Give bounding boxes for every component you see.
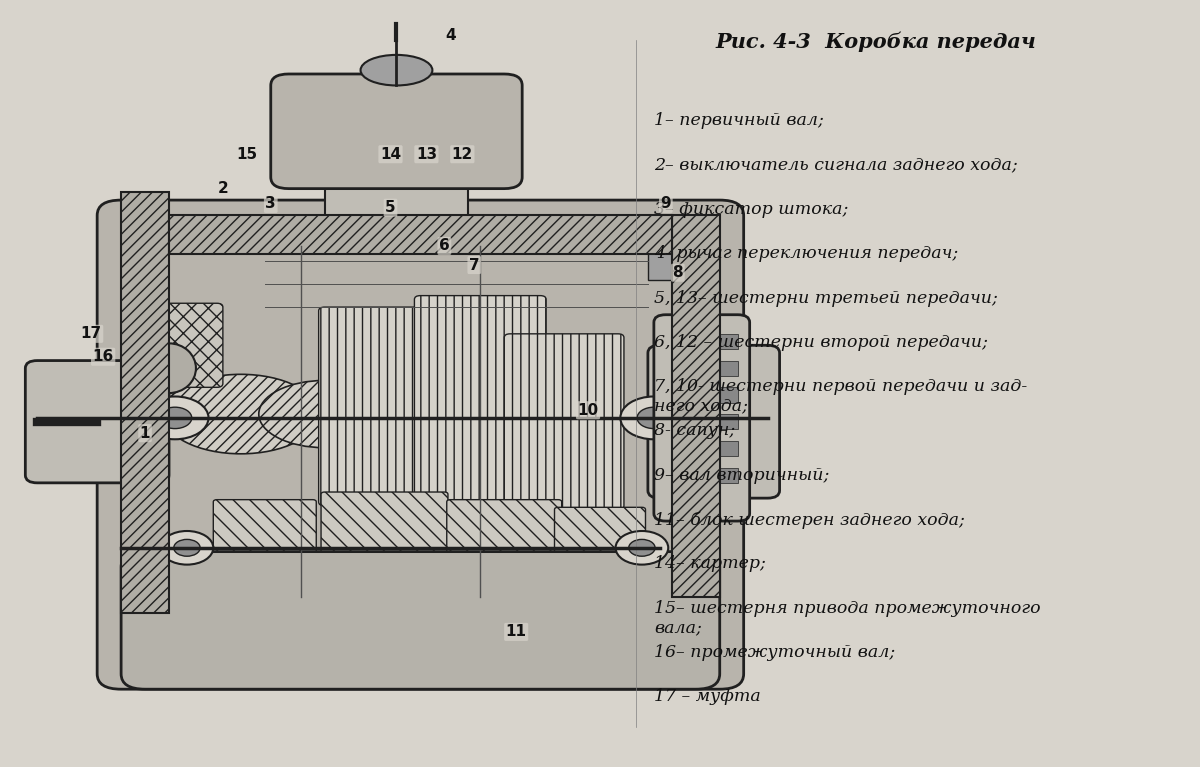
FancyBboxPatch shape [127,303,223,387]
Text: 16– промежуточный вал;: 16– промежуточный вал; [654,644,895,661]
Text: 7: 7 [469,258,480,272]
Bar [720,468,738,483]
Circle shape [142,397,209,439]
Text: 12: 12 [451,146,473,162]
Text: 2– выключатель сигнала заднего хода;: 2– выключатель сигнала заднего хода; [654,156,1018,173]
Circle shape [161,531,214,565]
Text: 14: 14 [380,146,401,162]
FancyBboxPatch shape [504,334,624,509]
Ellipse shape [163,374,319,454]
FancyBboxPatch shape [121,193,169,613]
Text: 13: 13 [416,146,437,162]
FancyBboxPatch shape [271,74,522,189]
Bar [720,387,738,403]
FancyBboxPatch shape [169,216,672,254]
Text: 11: 11 [505,624,527,640]
Text: 4- рычаг переключения передач;: 4- рычаг переключения передач; [654,245,958,262]
Text: 11– блок шестерен заднего хода;: 11– блок шестерен заднего хода; [654,511,965,528]
Circle shape [174,539,200,556]
FancyBboxPatch shape [319,307,474,505]
FancyBboxPatch shape [214,499,317,596]
Text: 8: 8 [672,265,683,280]
Bar [720,360,738,376]
FancyBboxPatch shape [25,360,169,483]
Ellipse shape [360,55,432,85]
Ellipse shape [259,380,390,448]
FancyBboxPatch shape [554,507,646,588]
Text: 8- сапун;: 8- сапун; [654,423,736,439]
Text: 16: 16 [92,349,114,364]
FancyBboxPatch shape [97,200,744,690]
Text: 6: 6 [439,239,450,253]
Bar [648,250,678,280]
Text: 3– фиксатор штока;: 3– фиксатор штока; [654,201,848,218]
Text: 17 – муфта: 17 – муфта [654,689,761,706]
Circle shape [620,397,688,439]
Text: 14– картер;: 14– картер; [654,555,766,572]
Text: 15: 15 [236,146,257,162]
Text: 17: 17 [80,326,102,341]
Bar [325,170,468,231]
Text: 9: 9 [660,196,671,212]
Text: 2: 2 [217,181,228,196]
Text: 15– шестерня привода промежуточного
вала;: 15– шестерня привода промежуточного вала… [654,600,1040,637]
FancyBboxPatch shape [654,314,750,521]
Bar [720,334,738,349]
Text: 9– вал вторичный;: 9– вал вторичный; [654,467,829,484]
Text: 6, 12 – шестерни второй передачи;: 6, 12 – шестерни второй передачи; [654,334,988,351]
FancyBboxPatch shape [121,551,720,690]
Text: 7, 10- шестерни первой передачи и зад-
него хода;: 7, 10- шестерни первой передачи и зад- н… [654,378,1027,415]
FancyBboxPatch shape [672,216,720,597]
FancyBboxPatch shape [322,492,448,604]
Text: 10: 10 [577,403,599,418]
Circle shape [158,407,192,429]
Text: Рис. 4-3  Коробка передач: Рис. 4-3 Коробка передач [715,32,1036,52]
Text: 4: 4 [445,28,456,43]
Text: 1– первичный вал;: 1– первичный вал; [654,112,823,129]
FancyBboxPatch shape [414,295,546,517]
FancyBboxPatch shape [446,499,562,596]
Text: 5: 5 [385,200,396,216]
Text: 3: 3 [265,196,276,212]
Circle shape [616,531,668,565]
Bar [720,441,738,456]
Text: 1: 1 [140,426,150,441]
FancyBboxPatch shape [648,345,780,498]
Text: 5, 13– шестерни третьей передачи;: 5, 13– шестерни третьей передачи; [654,289,997,307]
Bar [720,414,738,430]
Ellipse shape [142,344,196,393]
Circle shape [637,407,671,429]
Circle shape [629,539,655,556]
